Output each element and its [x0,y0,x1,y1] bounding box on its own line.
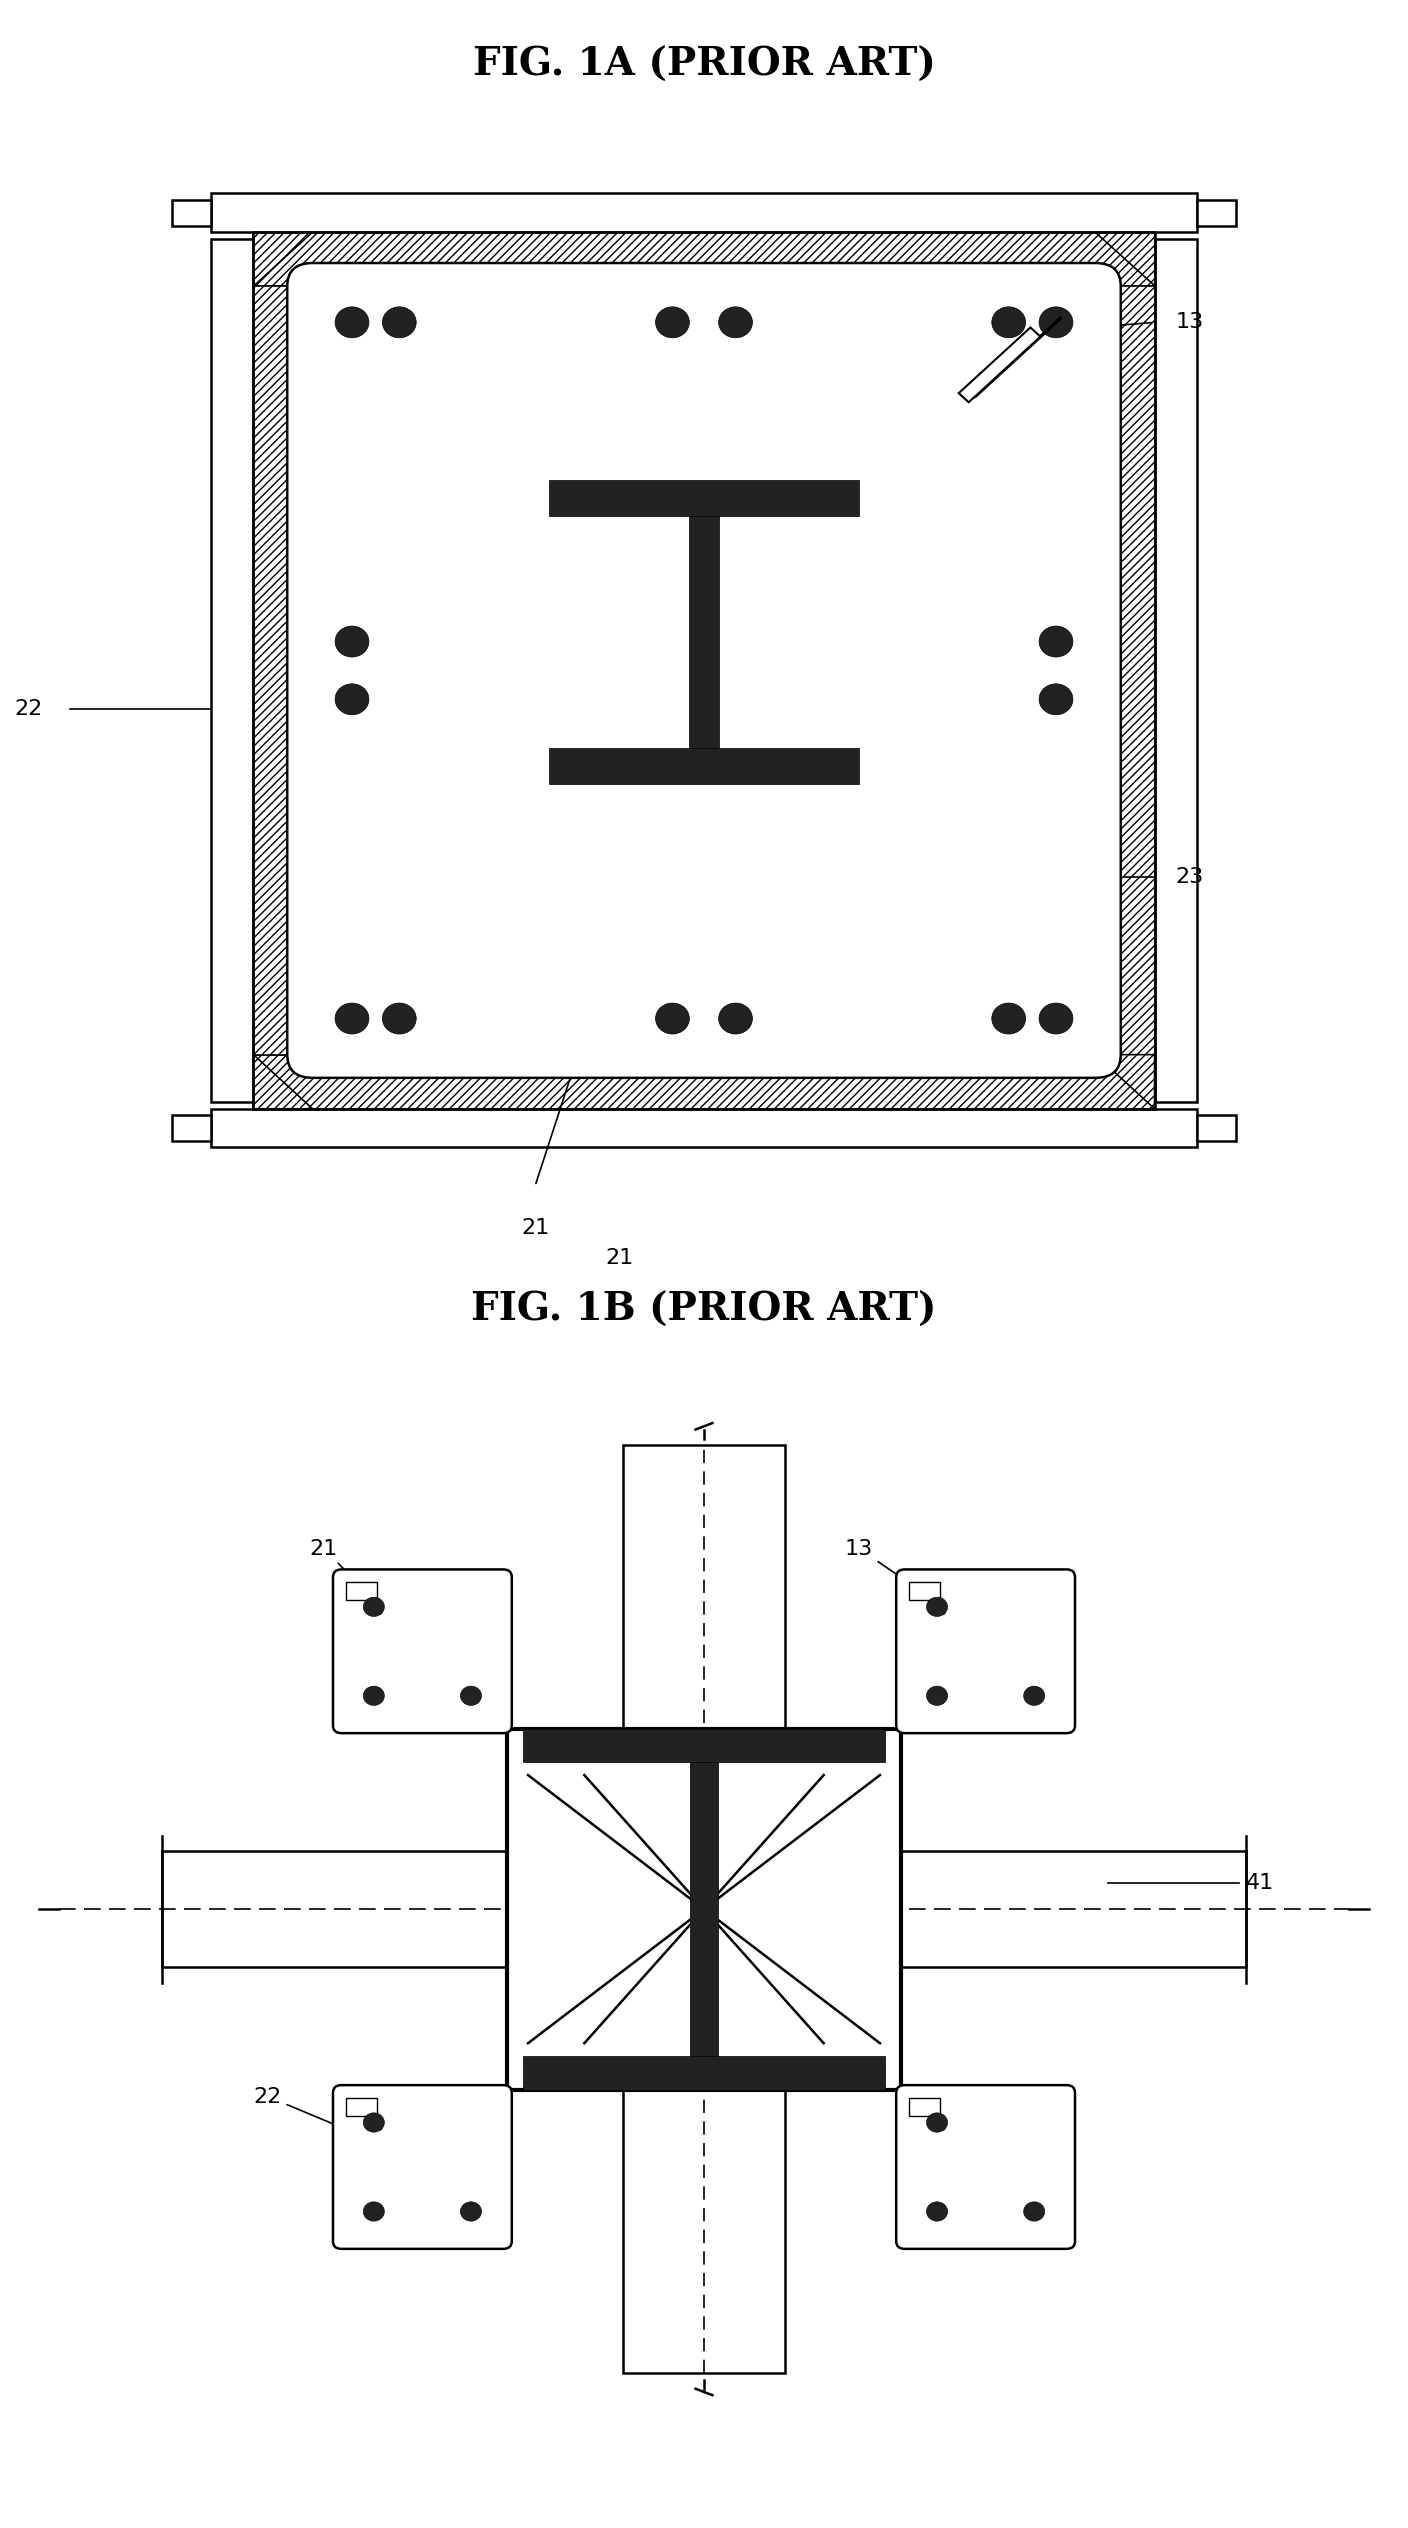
Text: 13: 13 [845,1540,969,1623]
Polygon shape [253,1054,313,1110]
Bar [507,1729,901,2091]
Circle shape [656,1004,690,1034]
Bar [910,1583,941,1600]
Bar [346,2098,377,2116]
Bar [346,1583,377,1600]
Polygon shape [253,233,313,286]
Text: 21: 21 [605,1249,634,1269]
Text: FIG. 1B (PRIOR ART): FIG. 1B (PRIOR ART) [472,1292,936,1330]
Circle shape [991,306,1025,339]
Circle shape [1039,306,1073,339]
Bar [253,1054,1155,1110]
FancyBboxPatch shape [287,263,1121,1077]
Circle shape [1039,685,1073,715]
Bar [211,192,1197,233]
Bar [253,286,313,1054]
Bar [211,1110,1197,1148]
Circle shape [718,306,752,339]
Circle shape [718,1004,752,1034]
Circle shape [363,2202,384,2222]
Text: 21: 21 [310,1540,435,1663]
Bar [162,1850,507,1967]
Circle shape [926,1598,948,1615]
Circle shape [383,306,417,339]
Circle shape [1024,2202,1045,2222]
Circle shape [335,685,369,715]
Circle shape [926,1686,948,1706]
Circle shape [1039,1004,1073,1034]
Bar [211,238,253,1102]
Bar [901,1850,1246,1967]
Bar [253,233,1155,286]
Bar [689,516,719,748]
Circle shape [1039,627,1073,657]
Bar [549,480,859,516]
Polygon shape [1095,1054,1155,1110]
Circle shape [926,2113,948,2131]
Circle shape [1024,1686,1045,1706]
Circle shape [460,1686,482,1706]
Text: 22: 22 [14,700,42,718]
FancyBboxPatch shape [334,2086,513,2250]
Bar [624,1446,786,1729]
Text: 13: 13 [1176,313,1204,331]
Circle shape [363,2113,384,2131]
Polygon shape [1095,233,1155,286]
FancyBboxPatch shape [334,1570,513,1734]
Bar [1197,200,1236,225]
Circle shape [335,627,369,657]
Bar [549,748,859,784]
Circle shape [335,306,369,339]
Text: 21: 21 [521,1218,549,1239]
Bar [1155,238,1197,1102]
Circle shape [991,1004,1025,1034]
Circle shape [335,1004,369,1034]
Bar [690,1762,718,2055]
Text: 41: 41 [1246,1873,1274,1893]
Circle shape [926,2202,948,2222]
FancyBboxPatch shape [897,1570,1076,1734]
Bar [172,1115,211,1140]
Bar [959,329,1041,402]
Circle shape [460,2202,482,2222]
Circle shape [363,1686,384,1706]
Bar [624,2091,786,2374]
Circle shape [363,1598,384,1615]
FancyBboxPatch shape [897,2086,1076,2250]
Bar [172,200,211,225]
Circle shape [656,306,690,339]
Bar [910,2098,941,2116]
Bar [1095,286,1155,1054]
Bar [522,2055,886,2091]
Text: 22: 22 [253,2086,434,2166]
Bar [253,233,1155,1110]
Circle shape [383,1004,417,1034]
Text: 23: 23 [1176,867,1204,887]
Text: FIG. 1A (PRIOR ART): FIG. 1A (PRIOR ART) [473,46,935,83]
Bar [522,1729,886,1762]
Bar [1197,1115,1236,1140]
